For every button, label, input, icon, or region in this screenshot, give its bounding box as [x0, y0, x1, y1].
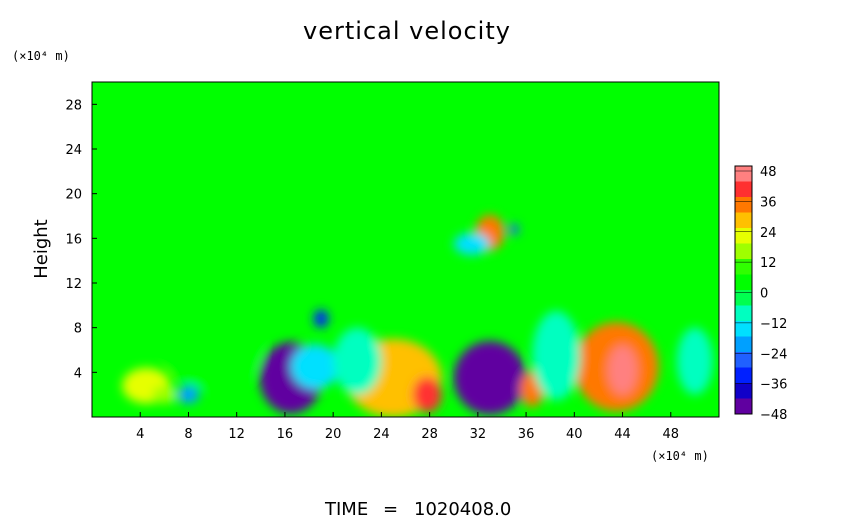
x-tick-label: 8 [184, 427, 192, 442]
y-tick-label: 16 [65, 232, 82, 247]
y-tick-label: 20 [65, 188, 82, 203]
velocity-cell [164, 310, 261, 390]
colorbar-tick-label: −36 [760, 378, 787, 393]
x-tick-label: 12 [228, 427, 245, 442]
colorbar-tick-label: 24 [760, 226, 777, 241]
plot-area [91, 81, 720, 418]
y-tick-label: 8 [74, 322, 82, 337]
colorbar-tick-label: −48 [760, 408, 787, 423]
colorbar-swatch [735, 321, 752, 337]
velocity-cell [532, 310, 581, 401]
velocity-cell [412, 376, 442, 413]
colorbar-tick-label: 48 [760, 165, 777, 180]
colorbar-swatch [735, 166, 752, 182]
x-tick-label: 40 [566, 427, 583, 442]
x-tick-label: 32 [470, 427, 487, 442]
y-tick-label: 28 [65, 98, 82, 113]
velocity-cell [177, 385, 200, 404]
colorbar: 48 36 24 12 0 −12 −24 −36 −48 [734, 165, 787, 423]
colorbar-swatch [735, 352, 752, 368]
y-axis-unit: (×10⁴ m) [12, 49, 70, 63]
y-tick-label: 4 [74, 366, 82, 381]
velocity-cell [676, 327, 713, 395]
x-tick-label: 36 [518, 427, 535, 442]
chart-title: vertical velocity [303, 17, 511, 45]
x-tick-label: 24 [373, 427, 390, 442]
colorbar-tick-label: 36 [760, 195, 777, 210]
y-tick-label: 24 [65, 143, 82, 158]
time-equals: = [383, 499, 398, 519]
time-readout: TIME = 1020408.0 [324, 499, 511, 519]
colorbar-tick-label: 12 [760, 256, 777, 271]
x-tick-label: 4 [136, 427, 144, 442]
colorbar-swatch [735, 259, 752, 275]
colorbar-tick-label: −12 [760, 317, 787, 332]
plot-frame [91, 81, 720, 418]
time-label: TIME [324, 499, 368, 519]
velocity-cell [453, 341, 527, 415]
colorbar-tick-label: 0 [760, 287, 768, 302]
time-value: 1020408.0 [414, 499, 511, 519]
colorbar-swatch [735, 336, 752, 353]
x-tick-label: 16 [277, 427, 294, 442]
x-tick-label: 44 [614, 427, 631, 442]
colorbar-swatch [735, 305, 752, 322]
x-tick-label: 20 [325, 427, 342, 442]
y-axis-label: Height [31, 219, 52, 279]
colorbar-swatch [735, 197, 752, 213]
velocity-cell [92, 188, 141, 233]
colorbar-swatch [735, 290, 752, 306]
x-tick-label: 48 [662, 427, 679, 442]
colorbar-swatch [735, 212, 752, 229]
colorbar-tick-label: −24 [760, 347, 787, 362]
colorbar-swatch [735, 228, 752, 244]
colorbar-swatch [735, 181, 752, 198]
velocity-cell [509, 223, 519, 235]
colorbar-swatch [735, 383, 752, 399]
x-tick-label: 28 [421, 427, 438, 442]
colorbar-swatch [735, 398, 752, 415]
velocity-cell [152, 385, 177, 404]
x-axis-unit: (×10⁴ m) [651, 449, 709, 463]
velocity-cell [608, 345, 638, 395]
velocity-cell [562, 193, 683, 250]
velocity-cell [200, 216, 273, 283]
colorbar-swatch [735, 367, 752, 384]
velocity-cell [453, 232, 490, 256]
velocity-cell [313, 309, 329, 328]
colorbar-swatch [735, 274, 752, 291]
velocity-cell [333, 327, 382, 395]
y-tick-label: 12 [65, 277, 82, 292]
colorbar-swatch [735, 243, 752, 260]
velocity-cell [290, 344, 340, 390]
